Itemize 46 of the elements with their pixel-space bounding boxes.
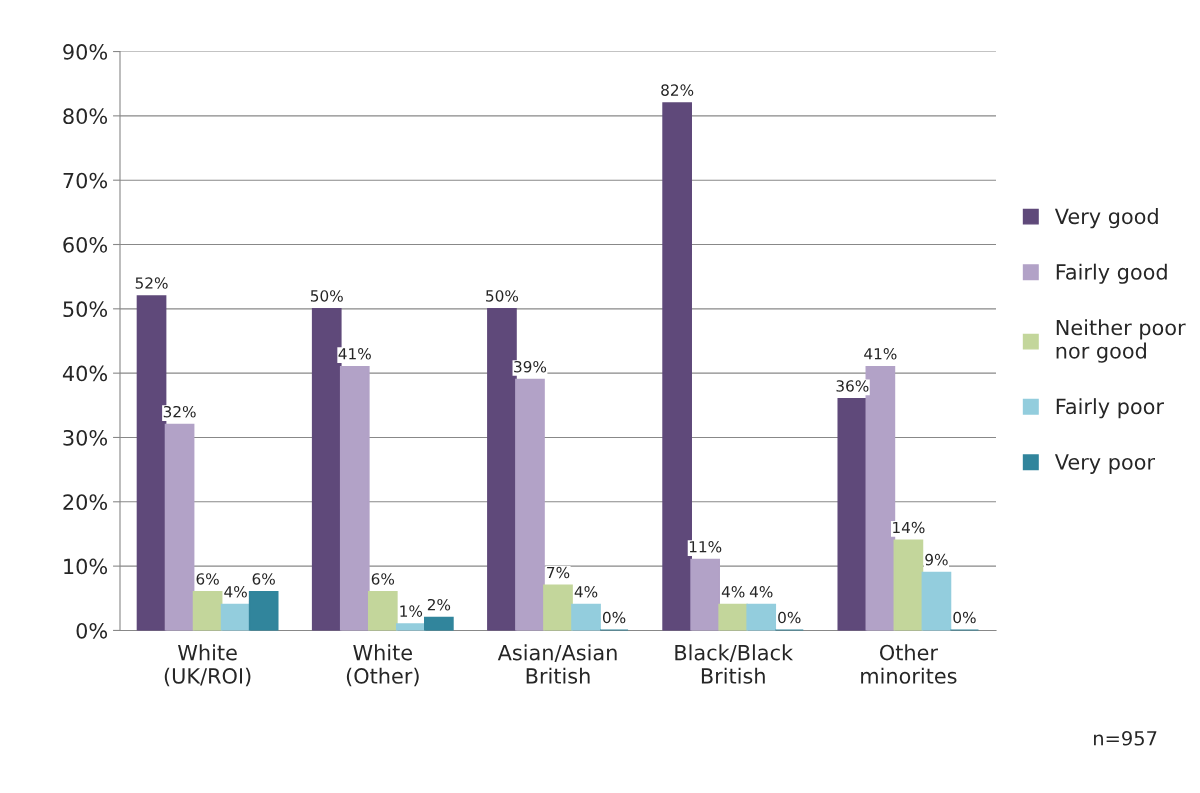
data-label: 7% <box>547 566 570 579</box>
legend-label: Fairly good <box>1056 263 1167 284</box>
y-tick-label: 90% <box>63 44 108 60</box>
data-label: 1% <box>400 605 423 617</box>
x-tick-label: White (UK/ROI) <box>164 644 251 687</box>
data-label: 4% <box>749 586 773 598</box>
x-tick-label: White (Other) <box>346 644 419 687</box>
data-label: 36% <box>836 380 869 392</box>
data-label: 0% <box>602 611 626 624</box>
y-tick-label: 50% <box>63 301 108 318</box>
data-label: 50% <box>310 290 343 302</box>
data-label: 0% <box>953 611 976 624</box>
x-tick-label: Black/Black British <box>675 644 794 684</box>
data-label: 0% <box>778 611 801 624</box>
data-label: 4% <box>721 586 745 598</box>
data-label: 50% <box>486 290 519 302</box>
y-tick-label: 10% <box>64 558 108 575</box>
y-tick-label: 70% <box>63 172 108 189</box>
data-label: 9% <box>925 553 948 566</box>
data-label: 41% <box>338 348 371 360</box>
data-label: 6% <box>371 573 395 585</box>
data-label: 41% <box>864 348 897 360</box>
data-label: 11% <box>689 541 722 553</box>
legend-label: Fairly poor <box>1056 398 1164 419</box>
y-tick-label: 60% <box>63 236 108 253</box>
x-tick-label: Asian/Asian British <box>497 644 617 684</box>
x-tick-label: Other minorites <box>861 644 957 684</box>
data-label: 14% <box>893 521 925 534</box>
data-label: 6% <box>252 573 275 585</box>
data-label: 6% <box>196 573 219 585</box>
text: n=957 <box>1094 730 1157 746</box>
data-label: 52% <box>135 277 168 289</box>
y-tick-label: 40% <box>62 365 108 382</box>
y-tick-label: 30% <box>63 429 108 446</box>
legend-label: Very poor <box>1054 454 1156 474</box>
legend-label: Very good <box>1054 208 1158 229</box>
data-label: 4% <box>224 586 247 598</box>
data-label: 2% <box>427 598 451 611</box>
legend-label: Neither poor nor good <box>1056 319 1186 363</box>
y-tick-label: 0% <box>76 622 108 639</box>
y-tick-label: 80% <box>63 108 108 125</box>
data-label: 82% <box>661 84 694 96</box>
data-label: 39% <box>514 360 547 373</box>
data-label: 4% <box>574 586 598 598</box>
y-tick-label: 20% <box>63 494 108 510</box>
data-label: 32% <box>163 405 196 418</box>
